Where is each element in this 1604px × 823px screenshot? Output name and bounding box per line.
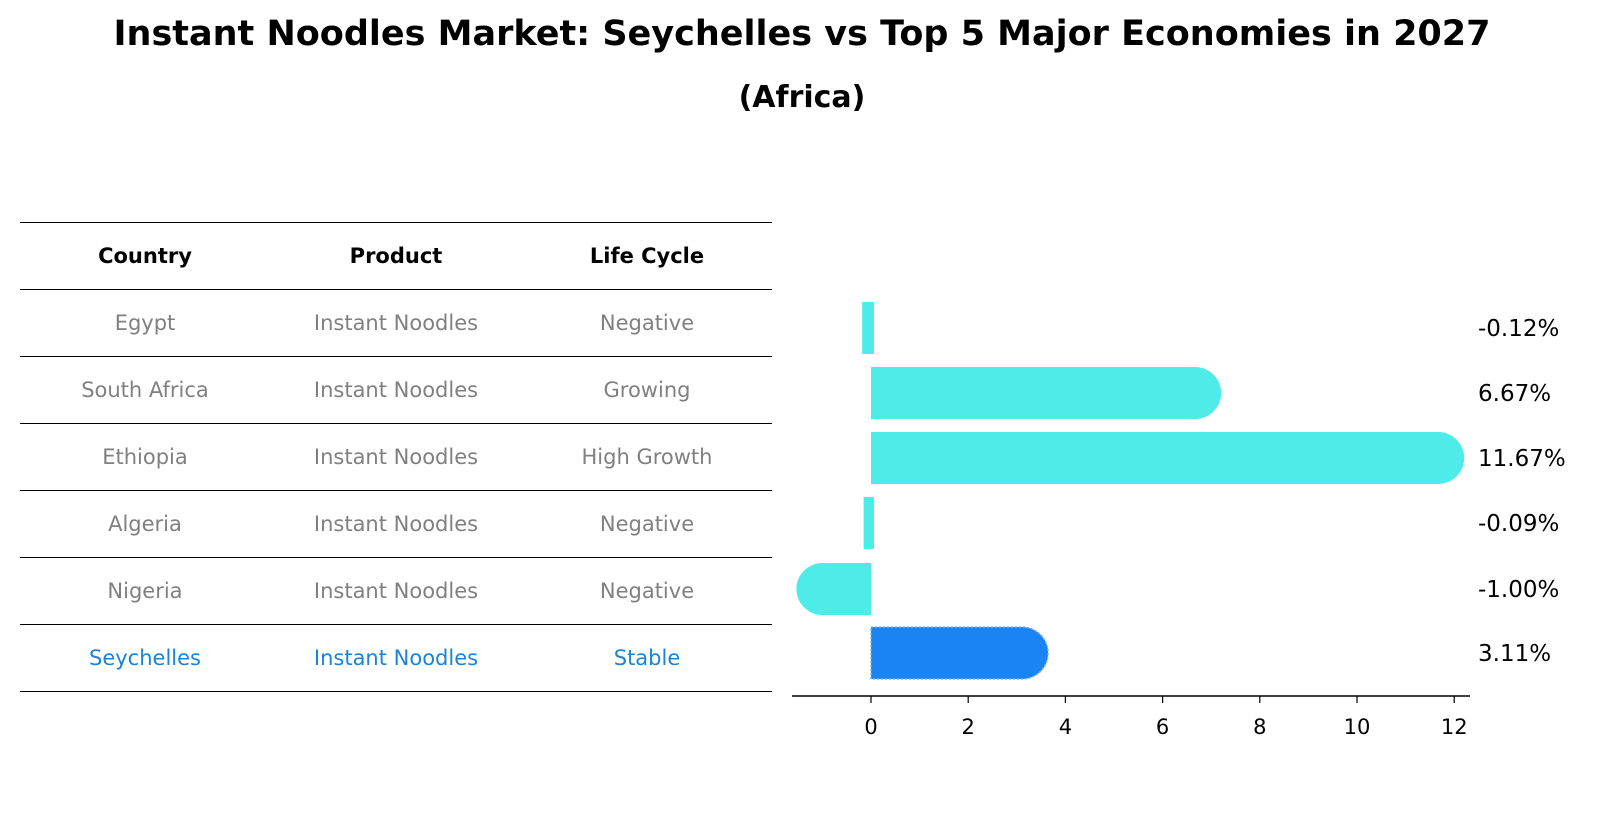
market-table: Country Product Life Cycle Egypt Instant… [20, 222, 772, 692]
table-row: Ethiopia Instant Noodles High Growth [20, 423, 772, 491]
chart-subtitle: (Africa) [738, 80, 866, 115]
value-label-ethiopia: 11.67% [1478, 446, 1566, 472]
bar-nigeria [796, 563, 871, 615]
column-header-life-cycle: Life Cycle [522, 222, 772, 290]
cell-product: Instant Noodles [270, 557, 522, 625]
cell-life-cycle: Growing [522, 356, 772, 424]
x-tick-label: 2 [962, 715, 975, 739]
cell-life-cycle: Stable [522, 624, 772, 692]
table-header-row: Country Product Life Cycle [20, 222, 772, 290]
table-row-highlighted: Seychelles Instant Noodles Stable [20, 624, 772, 692]
cell-country: Nigeria [20, 557, 270, 625]
cell-product: Instant Noodles [270, 624, 522, 692]
cell-product: Instant Noodles [270, 289, 522, 357]
chart-title: Instant Noodles Market: Seychelles vs To… [113, 14, 1491, 54]
table-row: Egypt Instant Noodles Negative [20, 289, 772, 357]
x-tick-label: 10 [1344, 715, 1371, 739]
value-label-seychelles: 3.11% [1478, 641, 1551, 667]
cell-product: Instant Noodles [270, 490, 522, 558]
cell-product: Instant Noodles [270, 356, 522, 424]
cell-country: South Africa [20, 356, 270, 424]
cell-country: Ethiopia [20, 423, 270, 491]
cell-country: Egypt [20, 289, 270, 357]
value-label-nigeria: -1.00% [1478, 577, 1559, 603]
bar-algeria [863, 497, 874, 549]
x-tick-label: 8 [1253, 715, 1266, 739]
bar-south-africa [871, 367, 1222, 419]
x-tick-label: 12 [1441, 715, 1468, 739]
bar-egypt [862, 302, 874, 354]
value-label-algeria: -0.09% [1478, 511, 1559, 537]
column-header-product: Product [270, 222, 522, 290]
cell-life-cycle: Negative [522, 557, 772, 625]
cell-life-cycle: Negative [522, 289, 772, 357]
x-tick-label: 0 [864, 715, 877, 739]
cell-product: Instant Noodles [270, 423, 522, 491]
value-label-south-africa: 6.67% [1478, 381, 1551, 407]
column-header-country: Country [20, 222, 270, 290]
table-row: Algeria Instant Noodles Negative [20, 490, 772, 558]
x-tick-label: 4 [1059, 715, 1072, 739]
x-tick-label: 6 [1156, 715, 1169, 739]
table-row: Nigeria Instant Noodles Negative [20, 557, 772, 625]
bar-ethiopia [871, 432, 1465, 484]
cell-life-cycle: Negative [522, 490, 772, 558]
table-row: South Africa Instant Noodles Growing [20, 356, 772, 424]
cell-country: Seychelles [20, 624, 270, 692]
bar-seychelles [870, 626, 1049, 680]
cell-life-cycle: High Growth [522, 423, 772, 491]
value-label-egypt: -0.12% [1478, 316, 1559, 342]
cell-country: Algeria [20, 490, 270, 558]
